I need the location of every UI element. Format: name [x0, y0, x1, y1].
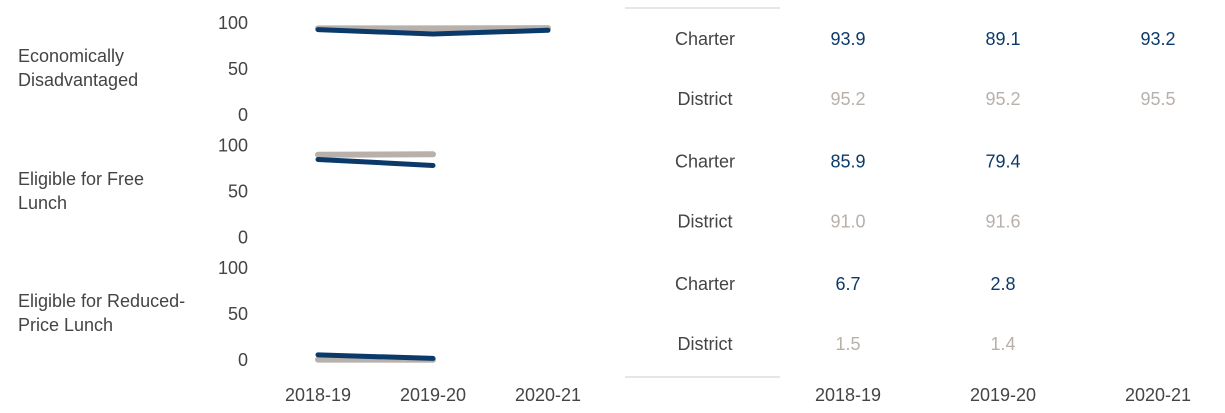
y-tick-label: 100 [218, 258, 248, 278]
table-header: 2020-21 [1125, 385, 1191, 405]
y-tick-label: 50 [228, 304, 248, 324]
y-tick-label: 50 [228, 181, 248, 201]
table-value: 93.9 [830, 29, 865, 49]
row-label: Charter [675, 274, 735, 294]
table-value: 91.0 [830, 211, 865, 231]
table-header: 2018-19 [815, 385, 881, 405]
y-tick-label: 0 [238, 105, 248, 125]
x-tick-label: 2019-20 [400, 385, 466, 405]
table-value: 2.8 [990, 274, 1015, 294]
x-tick-label: 2018-19 [285, 385, 351, 405]
y-tick-label: 100 [218, 13, 248, 33]
series-line [315, 156, 436, 168]
table-value: 85.9 [830, 151, 865, 171]
table-value: 89.1 [985, 29, 1020, 49]
row-label: District [678, 211, 733, 231]
table-value: 95.2 [830, 89, 865, 109]
y-tick-label: 0 [238, 350, 248, 370]
table-value: 79.4 [985, 151, 1020, 171]
y-tick-label: 100 [218, 135, 248, 155]
series-line [315, 27, 551, 37]
row-label: District [678, 334, 733, 354]
row-label: District [678, 89, 733, 109]
series-line [315, 151, 436, 158]
row-label: Charter [675, 151, 735, 171]
row-title: Economically Disadvantaged [18, 46, 139, 90]
y-tick-label: 0 [238, 227, 248, 247]
table-header: 2019-20 [970, 385, 1036, 405]
row-label: Charter [675, 29, 735, 49]
table-value: 1.5 [835, 334, 860, 354]
table-value: 95.2 [985, 89, 1020, 109]
x-tick-label: 2020-21 [515, 385, 581, 405]
y-tick-label: 50 [228, 59, 248, 79]
table-value: 95.5 [1140, 89, 1175, 109]
table-value: 93.2 [1140, 29, 1175, 49]
row-title: Eligible for Free Lunch [18, 168, 145, 213]
row-title: Eligible for Reduced-Price Lunch [18, 291, 186, 335]
table-value: 91.6 [985, 211, 1020, 231]
table-value: 1.4 [990, 334, 1015, 354]
table-value: 6.7 [835, 274, 860, 294]
series-line [315, 352, 436, 361]
